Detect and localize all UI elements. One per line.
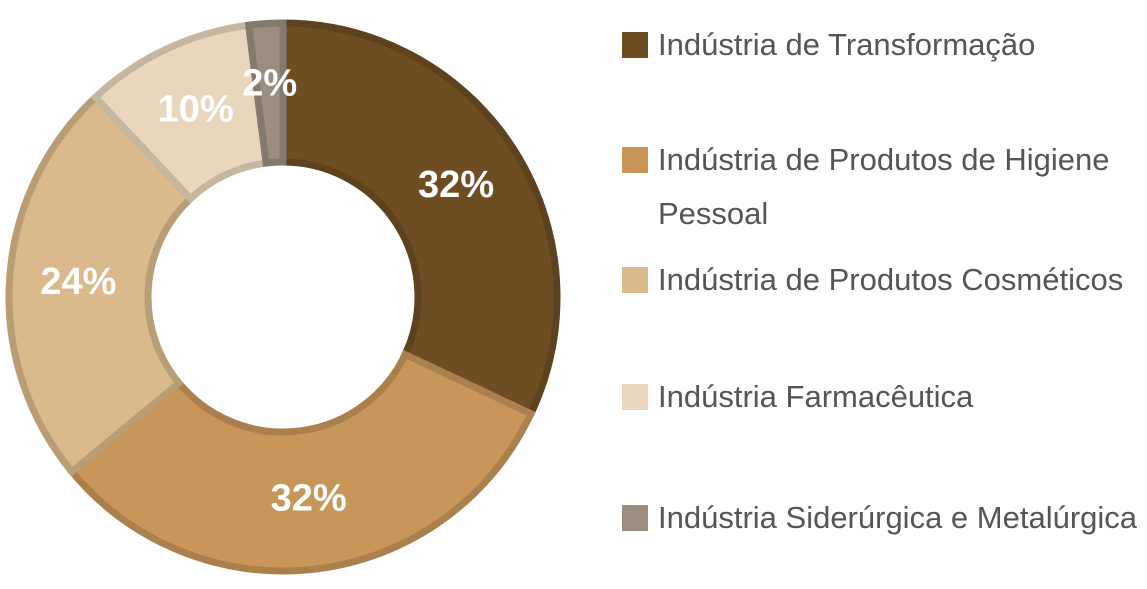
- chart: 32% 32% 24% 10%2%: [5, 19, 561, 575]
- data-label: 10%: [158, 89, 234, 131]
- legend-item: Indústria de Produtos Cosméticos: [622, 253, 1142, 307]
- legend-item: Indústria Farmacêutica: [622, 370, 1142, 424]
- legend-label: Indústria Siderúrgica e Metalúrgica: [658, 500, 1138, 535]
- legend-label: Indústria de Produtos de Higiene Pessoal: [658, 142, 1110, 231]
- data-label: 32%: [418, 164, 494, 206]
- legend-swatch: [622, 147, 648, 173]
- donut-slice: [5, 92, 196, 477]
- legend-swatch: [622, 384, 648, 410]
- legend-item: Indústria de Transformação: [622, 18, 1142, 72]
- data-label: 2%: [242, 62, 297, 104]
- legend-label: Indústria de Produtos Cosméticos: [658, 262, 1124, 297]
- legend-label: Indústria Farmacêutica: [658, 379, 974, 414]
- donut-slice: [279, 19, 561, 419]
- data-label: 24%: [40, 261, 116, 303]
- donut-slice: [244, 19, 287, 167]
- data-label: 32%: [271, 477, 347, 519]
- legend-swatch: [622, 267, 648, 293]
- legend-label: Indústria de Transformação: [658, 27, 1036, 62]
- legend-item: Indústria de Produtos de Higiene Pessoal: [622, 133, 1142, 241]
- legend-swatch: [622, 32, 648, 58]
- donut-slice: [66, 349, 536, 575]
- legend-swatch: [622, 505, 648, 531]
- legend-item: Indústria Siderúrgica e Metalúrgica: [622, 491, 1142, 545]
